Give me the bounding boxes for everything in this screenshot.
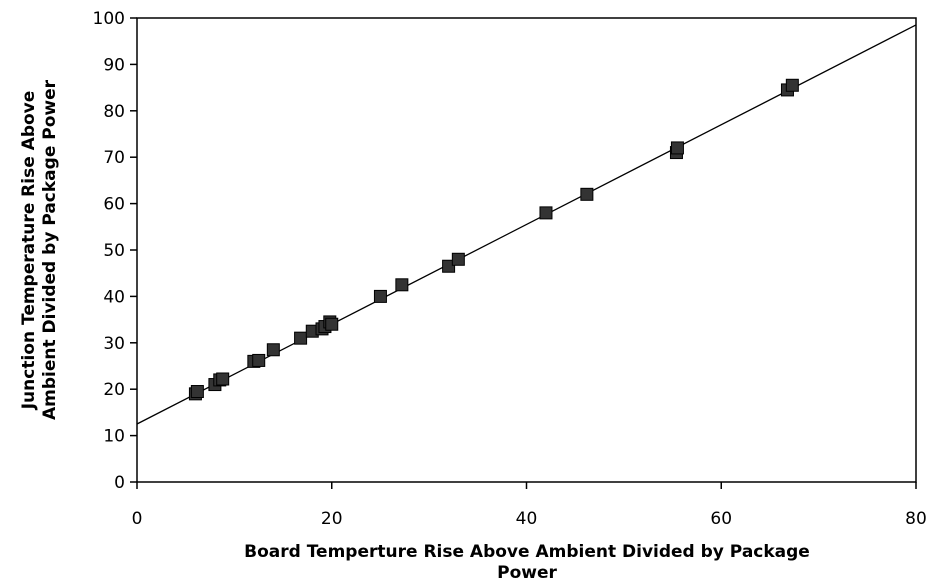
tick-labels: 0 10 20 30 40 50 60 70 80 90 100 0 20 40 60 80 (93, 9, 927, 529)
y-axis-title-line-2: Ambient Divided by Package Power (40, 79, 60, 420)
data-point (539, 206, 553, 220)
axis-titles: Junction Temperature Rise Above Ambient … (19, 79, 810, 581)
data-point (580, 187, 594, 201)
y-tick-label: 30 (103, 334, 125, 354)
data-point (785, 78, 799, 92)
data-point (373, 289, 387, 303)
y-tick-label: 20 (103, 380, 125, 400)
x-axis-title-line-1: Board Temperture Rise Above Ambient Divi… (244, 542, 810, 562)
x-tick-label: 20 (321, 509, 343, 529)
y-tick-label: 90 (103, 55, 125, 75)
x-tick-label: 40 (516, 509, 538, 529)
data-point (294, 331, 308, 345)
data-point (190, 385, 204, 399)
data-point (395, 278, 409, 292)
x-tick-label: 0 (132, 509, 143, 529)
y-tick-label: 10 (103, 427, 125, 447)
data-point (325, 317, 339, 331)
axes (130, 17, 917, 489)
x-tick-label: 80 (905, 509, 927, 529)
data-points (188, 78, 799, 401)
y-tick-label: 50 (103, 241, 125, 261)
data-point (266, 343, 280, 357)
data-point (670, 141, 684, 155)
x-axis-title-line-2: Power (497, 563, 557, 581)
y-tick-label: 80 (103, 102, 125, 122)
y-tick-label: 100 (93, 9, 125, 29)
data-point (216, 372, 230, 386)
data-point (252, 353, 266, 367)
y-tick-label: 60 (103, 195, 125, 215)
y-tick-label: 70 (103, 148, 125, 168)
data-point (451, 252, 465, 266)
y-tick-label: 0 (114, 473, 125, 493)
data-point (442, 259, 456, 273)
y-tick-label: 40 (103, 287, 125, 307)
x-tick-label: 60 (710, 509, 732, 529)
plot-frame (136, 17, 917, 483)
y-axis-title-line-1: Junction Temperature Rise Above (19, 91, 39, 411)
